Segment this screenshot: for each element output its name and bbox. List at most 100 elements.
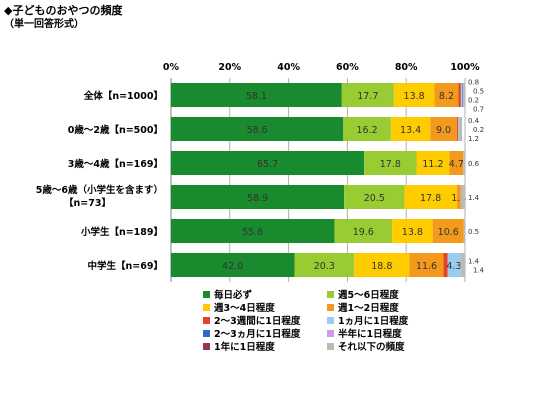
bar-segment (294, 253, 355, 277)
bar-segment (432, 219, 464, 243)
legend-label: 1ヵ月に1日程度 (338, 315, 409, 327)
bar-segment (462, 83, 465, 107)
data-label-small: 0.5 (473, 88, 484, 96)
category-label: 中学生【n=69】 (88, 260, 163, 272)
data-label: 58.9 (247, 193, 268, 204)
legend-swatch (327, 317, 334, 324)
legend-label: 週5～6日程度 (338, 289, 399, 301)
data-label-small: 0.4 (468, 117, 480, 125)
legend-label: 半年に1日程度 (338, 328, 402, 340)
legend-swatch (203, 304, 210, 311)
data-label: 65.7 (257, 159, 278, 170)
data-label: 19.6 (353, 227, 374, 238)
legend-label: 週1～2日程度 (338, 302, 399, 314)
bar-segment (430, 117, 457, 141)
data-label-small: 0.6 (468, 160, 480, 168)
category-label: 小学生【n=189】 (80, 226, 163, 238)
data-label: 58.6 (247, 125, 268, 136)
legend-swatch (203, 330, 210, 337)
bar-segment (456, 117, 458, 141)
x-tick-label: 20% (218, 62, 241, 73)
bar-segment (434, 83, 459, 107)
legend-swatch (327, 291, 334, 298)
data-label: 58.1 (246, 91, 267, 102)
legend-label: 毎日必ず (214, 289, 253, 301)
legend-swatch (327, 343, 334, 350)
bar-segment (404, 185, 457, 209)
bar-segment (392, 219, 433, 243)
data-label-small: 0.2 (473, 126, 484, 134)
bar-segment (171, 219, 335, 243)
bar-segment (458, 117, 463, 141)
bar-segment (460, 83, 463, 107)
data-label-small: 1.4 (473, 267, 485, 275)
bar-segment (344, 185, 405, 209)
bar-segment (364, 151, 417, 175)
data-label-small: 0.8 (468, 79, 479, 87)
data-label-small: 0.5 (468, 228, 479, 236)
bar-segment (460, 185, 465, 209)
data-label: 17.8 (420, 193, 441, 204)
bar-segment (393, 83, 435, 107)
category-label: 3歳～4歳【n=169】 (68, 158, 163, 170)
bar-segment (443, 253, 448, 277)
bar-segment (354, 253, 410, 277)
x-tick-label: 100% (450, 62, 480, 73)
data-label: 16.2 (357, 125, 378, 136)
data-label: 13.8 (402, 227, 423, 238)
data-label: 18.8 (371, 261, 392, 272)
data-label-small: 1.4 (468, 258, 480, 266)
bar-segment (334, 219, 393, 243)
legend-label: 1年に1日程度 (214, 341, 275, 353)
category-label: 全体【n=1000】 (83, 90, 163, 102)
data-label: 11.6 (416, 261, 437, 272)
data-label-small: 0.2 (468, 97, 479, 105)
legend-swatch (203, 317, 210, 324)
bar-segment (449, 151, 464, 175)
data-label: 17.7 (357, 91, 378, 102)
data-label: 8.2 (439, 91, 454, 102)
bar-segment (390, 117, 431, 141)
bar-segment (171, 117, 344, 141)
bar-segment (171, 83, 342, 107)
data-label: 1.4 (451, 193, 466, 204)
x-tick-label: 40% (277, 62, 300, 73)
bar-segment (456, 185, 461, 209)
legend-swatch (203, 291, 210, 298)
x-tick-label: 60% (336, 62, 359, 73)
legend-swatch (327, 330, 334, 337)
x-tick-label: 0% (163, 62, 180, 73)
data-label: 42.0 (222, 261, 243, 272)
legend-label: 週3～4日程度 (214, 302, 275, 314)
legend-swatch (327, 304, 334, 311)
bar-segment (343, 117, 391, 141)
bar-segment (171, 253, 295, 277)
category-label: 5歳～6歳（小学生を含ます） (36, 184, 163, 196)
bar-segment (171, 151, 365, 175)
category-label: 0歳～2歳【n=500】 (68, 124, 163, 136)
bar-segment (463, 151, 465, 175)
data-label: 17.8 (380, 159, 401, 170)
bar-segment (171, 185, 345, 209)
legend-label: 2～3ヵ月に1日程度 (214, 328, 301, 340)
data-label: 11.2 (422, 159, 443, 170)
legend-swatch (203, 343, 210, 350)
data-label: 20.3 (314, 261, 335, 272)
data-label-small: 0.7 (473, 106, 484, 114)
data-label-small: 1.2 (468, 135, 479, 143)
bar-segment (416, 151, 450, 175)
legend-label: それ以下の頻度 (338, 341, 405, 353)
legend-label: 2～3週間に1日程度 (214, 315, 301, 327)
bar-segment (462, 83, 463, 107)
bar-segment (458, 83, 461, 107)
data-label: 20.5 (364, 193, 385, 204)
data-label: 13.8 (404, 91, 425, 102)
bar-segment (447, 253, 461, 277)
bar-segment (457, 117, 459, 141)
data-label: 13.4 (400, 125, 421, 136)
data-label-small: 1.4 (468, 194, 480, 202)
bar-segment (409, 253, 444, 277)
x-tick-label: 80% (395, 62, 418, 73)
bar-segment (341, 83, 394, 107)
